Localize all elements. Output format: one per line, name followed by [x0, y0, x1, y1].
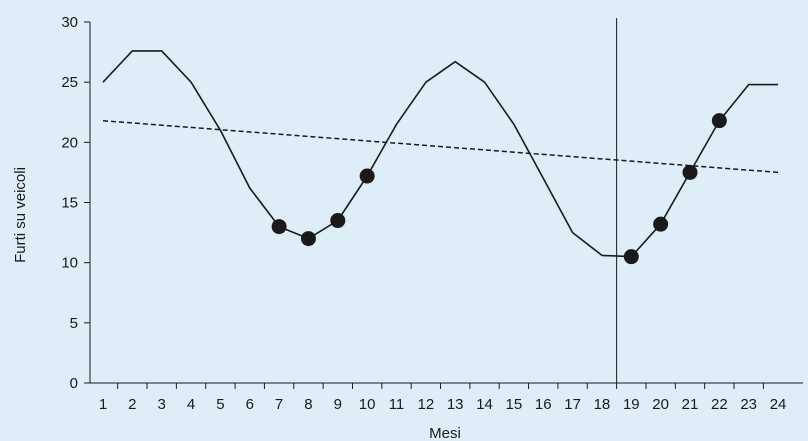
data-point-marker — [653, 216, 669, 232]
x-tick-label: 12 — [418, 396, 435, 413]
x-tick-label: 18 — [594, 396, 611, 413]
y-tick-label: 15 — [61, 195, 78, 212]
data-point-marker — [623, 249, 639, 265]
x-tick-label: 13 — [447, 396, 464, 413]
x-tick-label: 21 — [682, 396, 699, 413]
x-tick-label: 20 — [652, 396, 669, 413]
x-tick-label: 14 — [476, 396, 493, 413]
x-tick-label: 15 — [506, 396, 523, 413]
x-tick-label: 16 — [535, 396, 552, 413]
y-axis-title: Furti su veicoli — [12, 167, 29, 263]
x-tick-label: 2 — [128, 396, 136, 413]
y-tick-label: 25 — [61, 74, 78, 91]
y-tick-label: 5 — [70, 315, 78, 332]
x-tick-label: 11 — [389, 396, 405, 413]
series — [102, 50, 779, 258]
x-tick-label: 5 — [216, 396, 224, 413]
y-tick-label: 0 — [70, 375, 78, 392]
x-tick-label: 22 — [711, 396, 728, 413]
x-tick-label: 1 — [99, 396, 107, 413]
data-point-marker — [359, 168, 375, 184]
data-point-marker — [271, 219, 287, 235]
x-axis-title: Mesi — [429, 425, 461, 441]
x-tick-label: 17 — [564, 396, 581, 413]
x-tick-label: 10 — [359, 396, 376, 413]
data-point-marker — [711, 113, 727, 129]
data-line — [102, 50, 779, 258]
x-tick-label: 8 — [304, 396, 312, 413]
x-tick-label: 3 — [158, 396, 166, 413]
data-point-marker — [682, 164, 698, 180]
x-tick-label: 19 — [623, 396, 640, 413]
data-point-marker — [300, 231, 316, 247]
data-point-marker — [330, 213, 346, 229]
axes — [84, 21, 803, 389]
x-tick-label: 24 — [770, 396, 787, 413]
x-tick-label: 4 — [187, 396, 195, 413]
markers — [271, 113, 727, 265]
x-tick-label: 9 — [334, 396, 342, 413]
trend-line — [102, 119, 779, 174]
x-tick-label: 23 — [740, 396, 757, 413]
x-tick-label: 7 — [275, 396, 283, 413]
y-tick-label: 20 — [61, 134, 78, 151]
y-tick-label: 30 — [61, 14, 78, 31]
y-tick-label: 10 — [61, 255, 78, 272]
x-tick-label: 6 — [246, 396, 254, 413]
